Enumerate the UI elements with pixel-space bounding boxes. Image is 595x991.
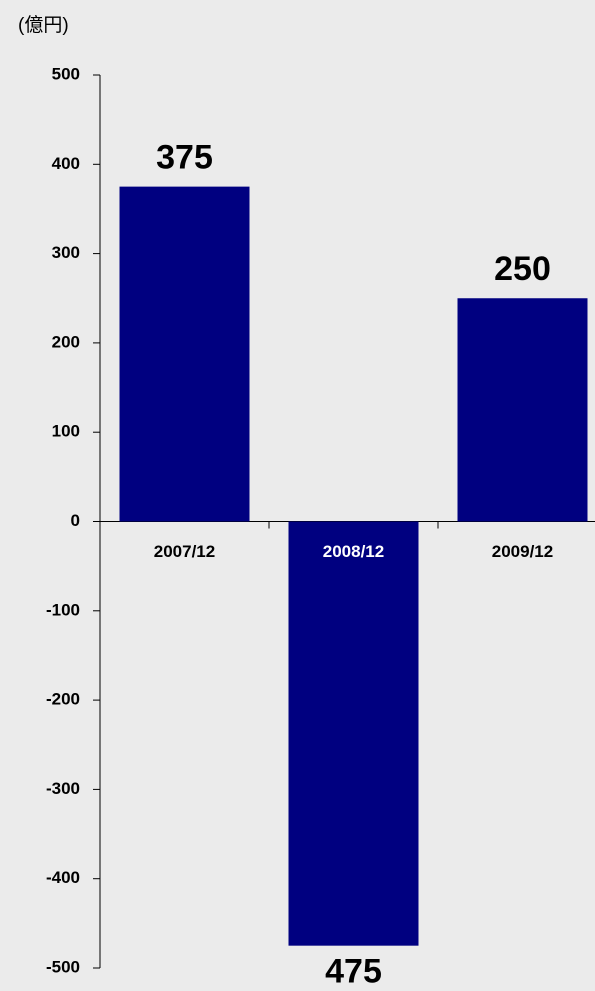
bar [288,521,419,946]
x-tick-label: 2009/12 [492,542,553,561]
x-tick-label: 2007/12 [154,542,215,561]
y-tick-label: -400 [46,868,80,887]
x-tick-label: 2008/12 [323,542,384,561]
y-tick-label: -300 [46,779,80,798]
bar [119,186,250,522]
y-tick-label: 100 [52,422,80,441]
y-tick-label: 200 [52,332,80,351]
y-tick-label: -200 [46,690,80,709]
value-label: 375 [156,139,213,177]
bar [457,298,588,522]
y-tick-label: -500 [46,957,80,976]
y-tick-label: -100 [46,600,80,619]
value-label: 250 [494,250,551,288]
y-tick-label: 300 [52,243,80,262]
value-label: 475 [325,953,382,991]
unit-label: (億円) [18,14,69,36]
y-tick-label: 500 [52,64,80,83]
y-tick-label: 400 [52,154,80,173]
y-tick-label: 0 [71,511,80,530]
